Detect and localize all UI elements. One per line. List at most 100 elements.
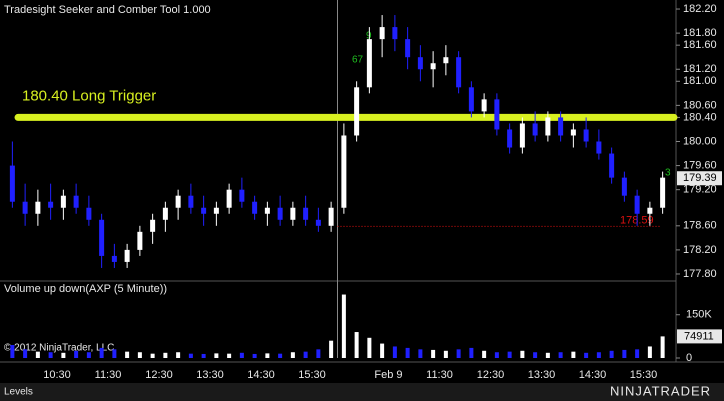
y-tick-label: 182.20 <box>683 3 717 15</box>
candle-body <box>405 39 411 58</box>
candle-body <box>532 123 538 136</box>
volume-bar <box>201 353 206 358</box>
last-price-box <box>677 171 722 186</box>
candle-body <box>468 87 474 112</box>
y-tick-label: 179.20 <box>683 184 717 196</box>
signal-label: 3 <box>665 168 671 179</box>
x-tick-label: 10:30 <box>43 369 71 381</box>
y-tick-label: 181.20 <box>683 63 717 75</box>
candle-body <box>290 207 296 220</box>
volume-bar <box>558 352 563 358</box>
volume-bar <box>584 352 589 358</box>
volume-bar <box>86 352 91 358</box>
volume-bar <box>405 347 410 358</box>
candle-body <box>379 27 385 40</box>
candle-body <box>558 117 564 136</box>
candle-body <box>252 201 258 214</box>
volume-bar <box>99 347 104 358</box>
x-tick-label: 12:30 <box>477 369 505 381</box>
volume-bar <box>571 351 576 358</box>
volume-bar <box>545 352 550 358</box>
volume-bar <box>596 352 601 358</box>
volume-bar <box>482 350 487 358</box>
x-tick-label: 14:30 <box>247 369 275 381</box>
volume-bar <box>176 352 181 358</box>
y-tick-label: 180.40 <box>683 111 717 123</box>
candle-body <box>443 57 449 64</box>
volume-bar <box>227 353 232 358</box>
y-tick-label: 181.00 <box>683 75 717 87</box>
volume-bar <box>214 353 219 358</box>
candle-body <box>456 57 462 88</box>
volume-bar <box>10 345 15 358</box>
candle-body <box>213 207 219 214</box>
candle-body <box>9 165 15 202</box>
volume-bar <box>533 352 538 358</box>
volume-bar <box>494 352 499 358</box>
candle-body <box>596 141 602 154</box>
volume-bar <box>354 332 359 358</box>
volume-bar <box>647 346 652 358</box>
volume-bar <box>635 349 640 358</box>
volume-bar <box>456 349 461 358</box>
x-tick-label: 12:30 <box>145 369 173 381</box>
x-tick-label: 13:30 <box>528 369 556 381</box>
volume-bar <box>112 349 117 358</box>
volume-bar <box>265 353 270 358</box>
candle-body <box>188 195 194 208</box>
volume-bar <box>622 349 627 358</box>
candle-body <box>417 57 423 70</box>
candle-body <box>162 207 168 220</box>
volume-bar <box>278 353 283 358</box>
candle-body <box>545 117 551 136</box>
x-tick-label: Feb 9 <box>374 369 402 381</box>
volume-title: Volume up down(AXP (5 Minute)) <box>4 283 167 295</box>
candle-body <box>328 207 334 226</box>
x-tick-label: 13:30 <box>196 369 224 381</box>
footer-tab[interactable]: Levels <box>4 387 33 398</box>
x-tick-label: 15:30 <box>630 369 658 381</box>
volume-bar <box>252 353 257 358</box>
candle-body <box>239 189 245 202</box>
y-tick-label: 150K <box>686 309 712 321</box>
candle-body <box>583 129 589 142</box>
volume-bar <box>469 347 474 358</box>
candle-body <box>430 63 436 70</box>
y-tick-label: 179.60 <box>683 159 717 171</box>
x-tick-label: 15:30 <box>298 369 326 381</box>
candle-body <box>366 39 372 88</box>
volume-bar <box>367 337 372 358</box>
volume-bar <box>609 350 614 358</box>
candle-body <box>86 207 92 220</box>
candle-body <box>392 27 398 40</box>
candle-body <box>48 201 54 208</box>
volume-bar <box>48 352 53 358</box>
y-tick-label: 180.60 <box>683 99 717 111</box>
y-tick-label: 0 <box>686 352 692 364</box>
candle-body <box>354 87 360 136</box>
candle-body <box>647 207 653 214</box>
candle-body <box>315 219 321 226</box>
candle-body <box>277 207 283 220</box>
x-tick-label: 14:30 <box>579 369 607 381</box>
y-tick-label: 181.60 <box>683 39 717 51</box>
footer-bar <box>0 383 724 401</box>
candle-body <box>621 177 627 196</box>
volume-bar <box>163 352 168 358</box>
last-price-label: 179.39 <box>683 172 717 184</box>
candle-body <box>519 123 525 148</box>
candle-body <box>341 135 347 208</box>
volume-bar <box>74 350 79 358</box>
volume-bar <box>316 349 321 358</box>
candle-body <box>35 201 41 214</box>
volume-bar <box>23 349 28 358</box>
volume-bar <box>329 340 334 358</box>
y-tick-label: 178.60 <box>683 220 717 232</box>
candle-body <box>175 195 181 208</box>
candle-body <box>150 219 156 232</box>
candle-body <box>137 231 143 250</box>
candle-body <box>73 195 79 208</box>
volume-bar <box>443 350 448 358</box>
